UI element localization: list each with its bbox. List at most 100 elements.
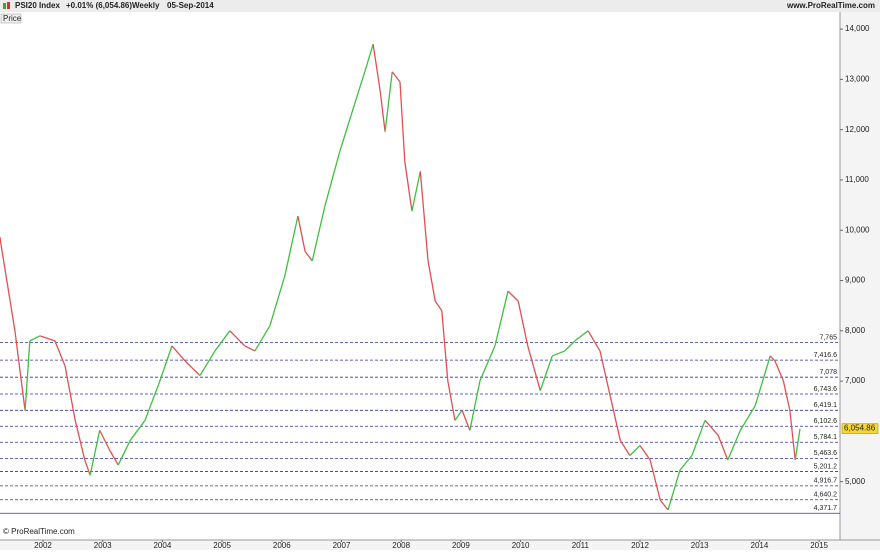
price-segment: [619, 440, 631, 456]
price-segment: [587, 330, 601, 352]
price-segment: [324, 151, 341, 207]
price-segment: [109, 450, 119, 466]
price-segment: [679, 455, 693, 471]
price-segment: [171, 345, 186, 362]
price-segment: [769, 355, 776, 362]
level-label: 6,102.6: [814, 418, 837, 425]
price-segment: [244, 345, 256, 352]
x-tick-label: 2010: [512, 541, 530, 550]
price-segment: [254, 325, 271, 352]
icon: [7, 2, 10, 9]
price-segment: [704, 419, 719, 436]
level-label: 6,419.1: [814, 402, 837, 409]
price-segment: [14, 330, 26, 411]
price-segment: [782, 380, 791, 411]
panel-label-box: [0, 13, 22, 24]
price-segment: [144, 380, 161, 421]
price-segment: [447, 380, 456, 421]
price-segment: [199, 350, 216, 376]
level-label: 4,371.7: [814, 505, 837, 512]
price-segment: [99, 430, 111, 451]
level-label: 7,078: [819, 369, 837, 376]
price-segment: [739, 405, 756, 431]
x-tick-label: 2009: [452, 541, 470, 550]
price-segment: [304, 250, 313, 262]
x-axis-panel: [0, 540, 880, 550]
price-segment: [609, 395, 621, 441]
level-label: 5,463.6: [814, 450, 837, 457]
price-segment: [717, 435, 729, 461]
y-tick-label: 12,000: [845, 125, 870, 134]
price-segment: [284, 216, 299, 277]
y-tick-label: 14,000: [845, 24, 870, 33]
price-segment: [384, 71, 393, 132]
x-tick-label: 2004: [153, 541, 171, 550]
price-segment: [639, 445, 651, 461]
price-segment: [774, 360, 784, 381]
y-tick-label: 11,000: [845, 175, 869, 184]
y-axis-panel: [840, 12, 880, 540]
price-segment: [354, 71, 366, 103]
price-segment: [659, 499, 669, 511]
level-label: 4,640.2: [814, 492, 837, 499]
instrument: PSI20 Index: [15, 1, 60, 10]
price-segment: [494, 290, 509, 347]
header-bar: [0, 0, 880, 12]
price-segment: [159, 345, 173, 381]
y-tick-label: 7,000: [845, 376, 866, 385]
price-segment: [229, 330, 246, 347]
x-tick-label: 2014: [751, 541, 769, 550]
price-segment: [117, 440, 131, 466]
price-segment: [794, 428, 801, 461]
price-segment: [379, 91, 386, 132]
icon: [3, 3, 6, 9]
price-segment: [574, 330, 589, 342]
y-tick-label: 8,000: [845, 326, 866, 335]
price-segment: [39, 335, 56, 342]
x-tick-label: 2006: [273, 541, 291, 550]
price-segment: [311, 206, 326, 262]
price-segment: [64, 365, 76, 421]
price-segment: [461, 410, 471, 431]
price-segment: [391, 71, 401, 83]
copyright: © ProRealTime.com: [3, 527, 75, 536]
level-label: 6,743.6: [814, 386, 837, 393]
price-segment: [297, 216, 306, 252]
price-segment: [29, 335, 41, 342]
x-tick-label: 2003: [94, 541, 112, 550]
price-segment: [517, 301, 529, 347]
x-tick-label: 2013: [691, 541, 709, 550]
price-segment: [9, 301, 16, 331]
y-tick-label: 5,000: [845, 477, 866, 486]
price-segment: [441, 310, 449, 381]
price-segment: [649, 459, 661, 501]
price-segment: [411, 171, 421, 212]
x-tick-label: 2015: [810, 541, 828, 550]
price-segment: [479, 345, 496, 381]
price-segment: [469, 380, 481, 431]
price-segment: [539, 355, 553, 391]
y-tick-label: 13,000: [845, 74, 870, 83]
price-segment: [419, 171, 429, 261]
level-label: 7,416.6: [814, 352, 837, 359]
price-segment: [427, 260, 436, 302]
price-segment: [269, 275, 286, 326]
price-segment: [599, 350, 611, 396]
price-segment: [339, 101, 356, 152]
current-price-box: [841, 423, 879, 434]
period: Weekly: [132, 1, 160, 10]
price-segment: [789, 410, 796, 461]
price-segment: [727, 430, 741, 461]
price-segment: [629, 445, 641, 456]
change: +0.01% (6,054.86): [66, 1, 132, 10]
y-tick-label: 9,000: [845, 276, 866, 285]
level-label: 7,765: [819, 334, 837, 341]
price-segment: [399, 81, 406, 162]
panel-label: Price: [3, 14, 22, 23]
x-tick-label: 2007: [333, 541, 351, 550]
price-segment: [54, 340, 66, 367]
price-segment: [129, 419, 146, 441]
price-segment: [551, 350, 566, 357]
level-label: 4,916.7: [814, 478, 837, 485]
